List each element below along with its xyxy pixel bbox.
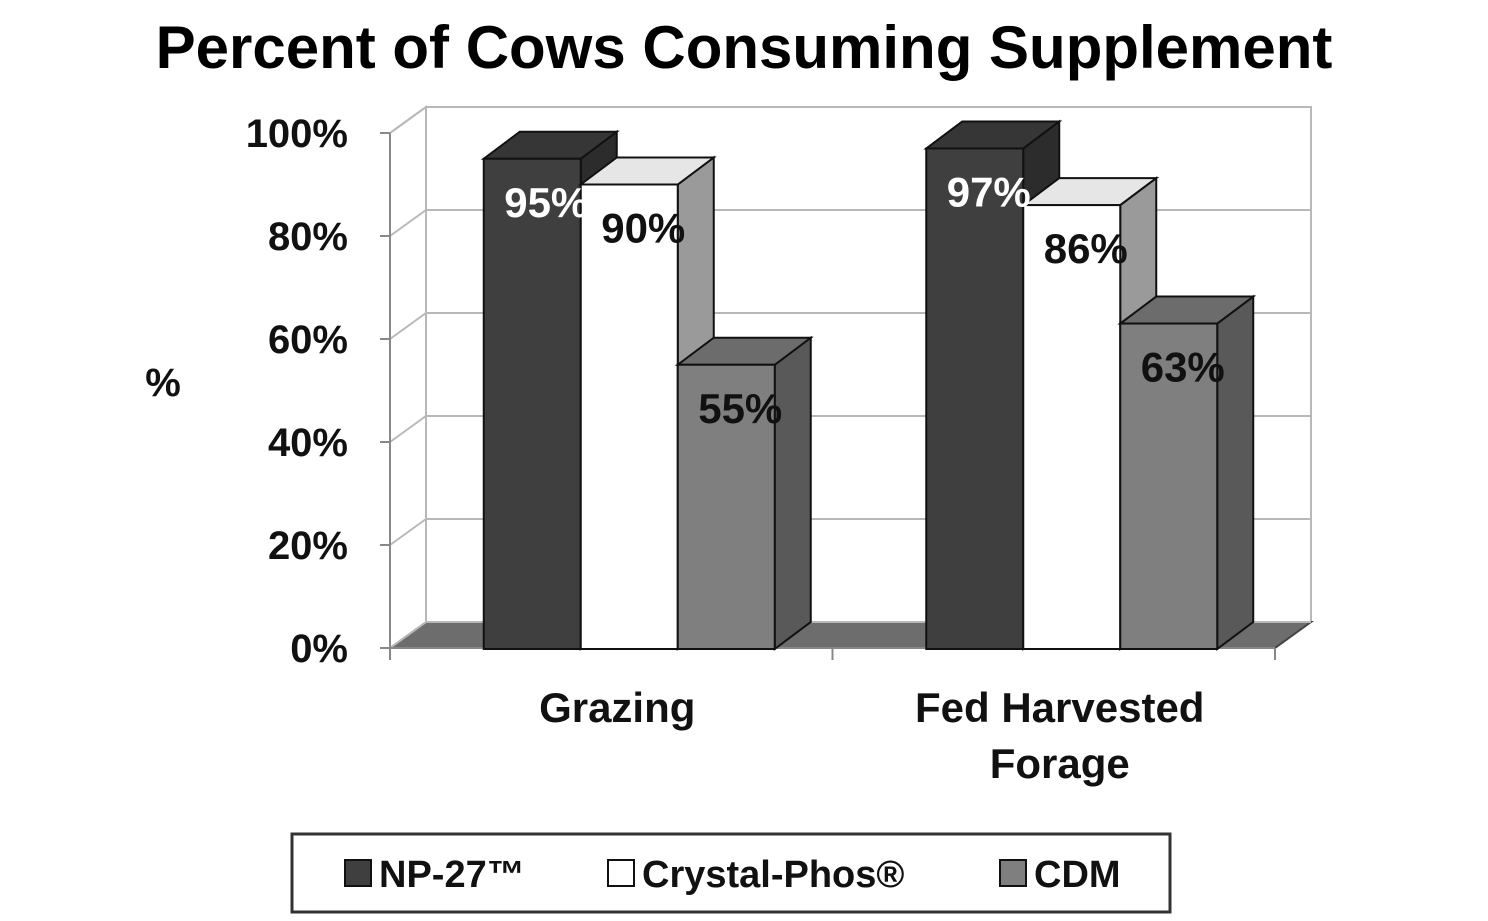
chart-title: Percent of Cows Consuming Supplement [156, 14, 1333, 81]
gridline-side [389, 209, 427, 237]
x-category-label-line: Fed Harvested [915, 684, 1204, 731]
bar-np-27-0 [482, 157, 582, 650]
x-category-label-line: Grazing [539, 684, 695, 731]
legend-swatch [344, 859, 372, 887]
legend-label: CDM [1034, 854, 1121, 896]
y-tick-label: 80% [268, 215, 348, 259]
gridline-side [389, 621, 427, 649]
bar-crystal-phos-1 [1022, 204, 1122, 650]
legend-swatch [999, 859, 1027, 887]
y-axis-title: % [145, 361, 181, 405]
gridline-side [389, 415, 427, 443]
bar-cdm-0 [676, 363, 776, 650]
y-tick-label: 20% [268, 524, 348, 568]
x-category-label: Grazing [539, 684, 695, 731]
y-tick-label: 0% [290, 627, 348, 671]
bar-crystal-phos-0 [579, 183, 679, 650]
data-label: 97% [947, 168, 1031, 215]
data-label: 95% [504, 179, 588, 226]
y-tick-label: 60% [268, 318, 348, 362]
gridline-side [389, 312, 427, 340]
data-label: 90% [601, 205, 685, 252]
legend-swatch [607, 859, 635, 887]
gridline-side [389, 106, 427, 134]
legend-label: NP-27™ [379, 854, 525, 896]
data-label: 86% [1044, 225, 1128, 272]
bar-np-27-1 [925, 147, 1025, 650]
bar-cdm-1 [1119, 322, 1219, 650]
x-category-label: Fed Harvested Forage [915, 684, 1204, 787]
gridline-side [389, 518, 427, 546]
side-wall [389, 105, 427, 650]
y-tick-label: 100% [246, 112, 348, 156]
data-label: 63% [1141, 344, 1225, 391]
data-label: 55% [698, 385, 782, 432]
legend: NP-27™ Crystal-Phos® CDM [290, 832, 1172, 914]
plot-area: 0% 20% 40% 60% 80% 100%% 95% 90% 55% 97% 86% 63% Gra… [145, 105, 1315, 787]
x-category-label-line: Forage [990, 740, 1130, 787]
legend-label: Crystal-Phos® [642, 854, 904, 896]
y-tick-label: 40% [268, 421, 348, 465]
